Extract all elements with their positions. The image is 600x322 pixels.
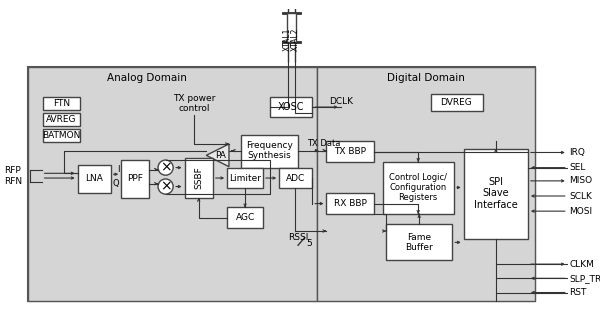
Text: ADC: ADC xyxy=(286,174,305,183)
Text: RX BBP: RX BBP xyxy=(334,199,367,208)
Bar xyxy=(43,97,80,110)
Bar xyxy=(227,207,263,228)
Text: MOSI: MOSI xyxy=(569,207,593,216)
Bar xyxy=(28,67,317,301)
Text: ×: × xyxy=(160,161,172,175)
Text: PPF: PPF xyxy=(127,175,143,184)
Text: 5: 5 xyxy=(307,239,313,248)
Text: SLP_TR: SLP_TR xyxy=(569,274,600,283)
Bar xyxy=(279,168,312,188)
Text: TX power
control: TX power control xyxy=(173,94,215,113)
Bar xyxy=(43,129,80,142)
Text: Analog Domain: Analog Domain xyxy=(107,73,187,83)
Circle shape xyxy=(158,179,173,194)
Circle shape xyxy=(158,160,173,175)
Bar xyxy=(77,165,111,193)
Bar xyxy=(317,67,535,301)
Text: FTN: FTN xyxy=(53,99,70,108)
Text: MISO: MISO xyxy=(569,176,593,185)
Bar xyxy=(185,158,213,198)
Text: RFP: RFP xyxy=(4,166,20,175)
Text: SSBF: SSBF xyxy=(194,167,203,189)
Text: AVREG: AVREG xyxy=(46,115,77,124)
Text: SPI
Slave
Interface: SPI Slave Interface xyxy=(474,176,518,210)
Text: Control Logic/
Configuration
Registers: Control Logic/ Configuration Registers xyxy=(389,173,447,203)
Text: XTAL1: XTAL1 xyxy=(283,28,292,51)
Bar xyxy=(431,94,482,111)
Text: PA: PA xyxy=(215,151,226,160)
Text: XOSC: XOSC xyxy=(277,102,304,112)
Text: SCLK: SCLK xyxy=(569,192,592,201)
Text: DCLK: DCLK xyxy=(329,97,353,106)
Text: CLKM: CLKM xyxy=(569,260,595,269)
Bar xyxy=(326,193,374,214)
Bar xyxy=(326,141,374,162)
Text: RST: RST xyxy=(569,288,587,297)
Bar xyxy=(269,97,312,118)
Bar xyxy=(121,160,149,198)
Text: AGC: AGC xyxy=(235,213,254,222)
Bar xyxy=(241,135,298,168)
Text: TX BBP: TX BBP xyxy=(334,147,366,156)
Text: Digital Domain: Digital Domain xyxy=(387,73,465,83)
Text: I: I xyxy=(117,165,119,174)
Bar xyxy=(464,149,528,239)
Text: DVREG: DVREG xyxy=(440,98,472,107)
Text: TX Data: TX Data xyxy=(308,139,341,148)
Text: Q: Q xyxy=(113,179,119,188)
Polygon shape xyxy=(206,144,229,167)
Text: IRQ: IRQ xyxy=(569,148,586,157)
Text: Fame
Buffer: Fame Buffer xyxy=(405,233,433,252)
Bar xyxy=(383,162,454,214)
Text: XTAL2: XTAL2 xyxy=(291,28,300,51)
Text: SEL: SEL xyxy=(569,163,586,172)
Text: RSSI: RSSI xyxy=(289,233,309,242)
Bar xyxy=(227,168,263,188)
Text: LNA: LNA xyxy=(85,175,103,184)
Bar xyxy=(43,113,80,126)
Text: Limiter: Limiter xyxy=(229,174,261,183)
Bar xyxy=(28,67,535,301)
Bar xyxy=(386,224,452,260)
Text: BATMON: BATMON xyxy=(43,131,80,140)
Text: Frequency
Synthesis: Frequency Synthesis xyxy=(246,141,293,160)
Text: ×: × xyxy=(160,180,172,194)
Bar xyxy=(287,14,296,42)
Text: RFN: RFN xyxy=(4,177,22,186)
